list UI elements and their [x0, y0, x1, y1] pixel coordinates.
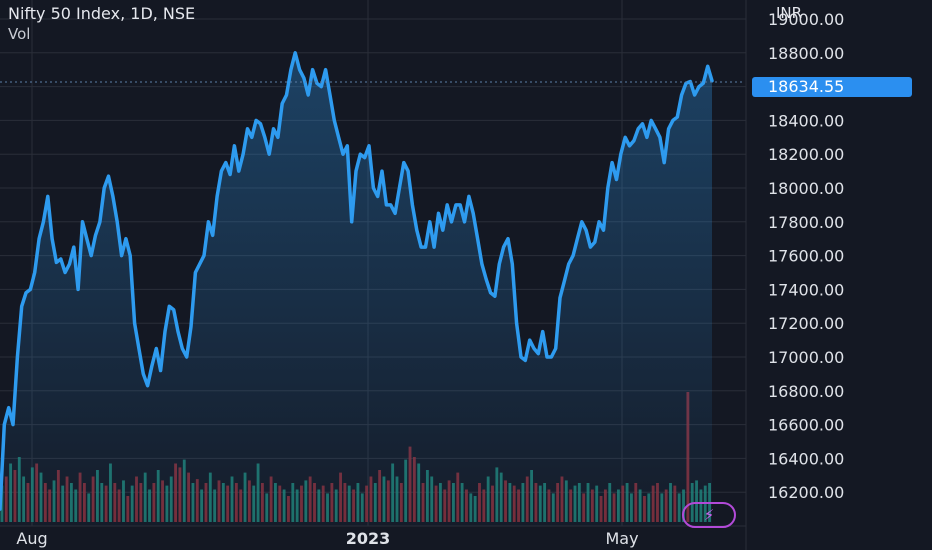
- last-price-badge: 18634.55: [752, 77, 912, 97]
- y-tick-label: 17600.00: [768, 247, 844, 266]
- y-tick-label: 17200.00: [768, 314, 844, 333]
- y-tick-label: 18000.00: [768, 179, 844, 198]
- y-tick-label: 16200.00: [768, 483, 844, 502]
- currency-label: INR: [776, 4, 803, 22]
- price-area-fill: [0, 52, 712, 527]
- y-tick-label: 16400.00: [768, 449, 844, 468]
- time-axis[interactable]: Aug 2023 May: [0, 525, 746, 548]
- y-tick-label: 19000.00: [768, 10, 844, 29]
- symbol-title[interactable]: Nifty 50 Index, 1D, NSE: [8, 4, 196, 23]
- volume-legend-label[interactable]: Vol: [8, 25, 31, 43]
- price-line: [0, 51, 714, 511]
- price-area: [0, 51, 714, 527]
- y-tick-label: 18200.00: [768, 145, 844, 164]
- y-tick-label: 18800.00: [768, 44, 844, 63]
- y-tick-label: 16800.00: [768, 382, 844, 401]
- y-tick-label: 16600.00: [768, 416, 844, 435]
- y-tick-label: 17800.00: [768, 213, 844, 232]
- lightning-icon[interactable]: ⚡: [682, 502, 736, 528]
- y-tick-label: 18400.00: [768, 111, 844, 130]
- x-tick-label: May: [605, 529, 638, 548]
- x-tick-label: Aug: [16, 529, 47, 548]
- y-tick-label: 17000.00: [768, 348, 844, 367]
- chart-legend: Nifty 50 Index, 1D, NSE Vol: [8, 4, 195, 44]
- x-tick-label: 2023: [346, 529, 391, 548]
- y-tick-label: 17400.00: [768, 280, 844, 299]
